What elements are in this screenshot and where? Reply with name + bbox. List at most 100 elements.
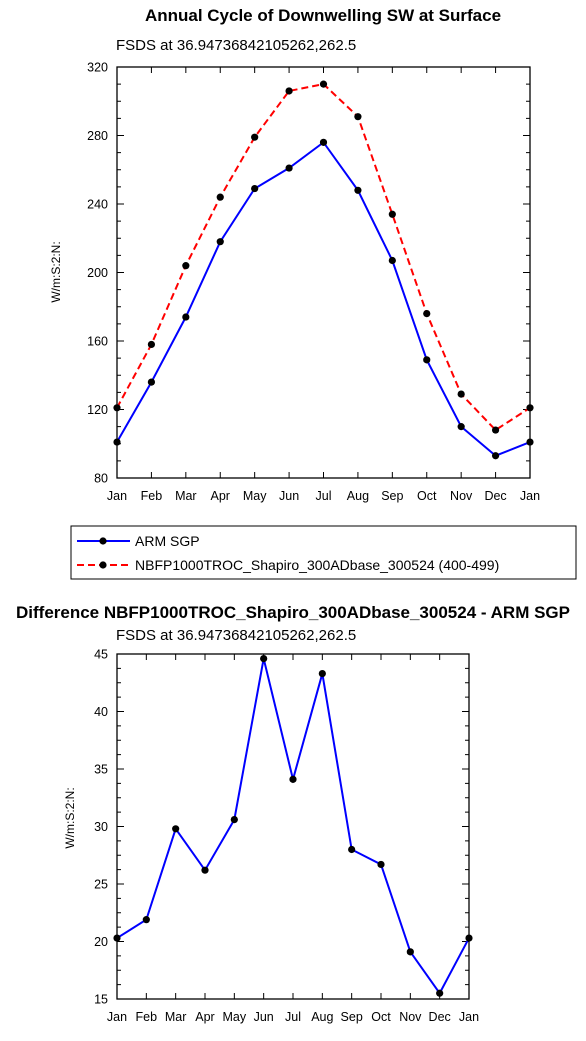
- chart-2-marks: [113, 655, 473, 997]
- chart-1-series-1-point: [182, 262, 190, 270]
- legend-label-arm-sgp: ARM SGP: [135, 533, 200, 549]
- chart-2-ytick-label: 40: [94, 705, 108, 719]
- chart-annual-cycle: Annual Cycle of Downwelling SW at Surfac…: [49, 6, 540, 503]
- chart-1-series-1-point: [113, 404, 121, 412]
- chart-2-xtick-label: Aug: [311, 1010, 333, 1024]
- chart-2-series-0-point: [289, 775, 297, 783]
- chart-2-series-0-point: [406, 948, 414, 956]
- chart-2-series-0-point: [318, 669, 326, 678]
- chart-2-series-0-point: [260, 655, 268, 663]
- chart-1-ytick-label: 200: [87, 266, 108, 280]
- chart-1-marks: [113, 80, 534, 460]
- chart-1-series-1-point: [457, 390, 465, 398]
- chart-2-series-0-point: [465, 934, 473, 942]
- chart-2-ytick-label: 30: [94, 820, 108, 834]
- chart-1-xtick-label: Mar: [175, 489, 197, 503]
- chart-1-series-0-point: [147, 378, 156, 386]
- chart-1-series-0-point: [354, 186, 362, 194]
- chart-1-series-1-point: [147, 340, 156, 349]
- chart-1-xtick-label: Jul: [316, 489, 332, 503]
- legend-box: [70, 525, 577, 580]
- chart-1-series-1-point: [216, 193, 224, 201]
- chart-1-ylabel: W/m:S:2:N:: [49, 241, 63, 302]
- legend-marker-arm-sgp: [99, 537, 107, 545]
- chart-2-ytick-label: 25: [94, 878, 108, 892]
- chart-2-ticks: Jan Feb Mar Apr May Jun Jul Aug Sep Oct Nov Dec Jan 1…: [94, 648, 479, 1025]
- chart-1-series-0-point: [457, 423, 465, 431]
- chart-1-xtick-label: Nov: [450, 489, 473, 503]
- chart-2-ylabel: W/m:S:2:N:: [63, 787, 77, 848]
- legend-marker-model: [99, 561, 107, 569]
- chart-1-series-0-point: [423, 356, 431, 364]
- chart-1-series-0-point: [526, 438, 534, 446]
- chart-1-ticks: Jan Feb Mar Apr May Jun Jul Aug Sep Oct Nov Dec Jan 8…: [87, 61, 540, 504]
- chart-1-series-0-point: [182, 313, 190, 321]
- chart-2-ytick-label: 15: [94, 993, 108, 1007]
- chart-difference: Difference NBFP1000TROC_Shapiro_300ADbas…: [16, 603, 570, 1024]
- chart-1-ytick-label: 80: [94, 472, 108, 486]
- chart-1-xtick-label: Oct: [417, 489, 437, 503]
- chart-2-xtick-label: Nov: [399, 1010, 422, 1024]
- chart-1-xtick-label: Aug: [347, 489, 369, 503]
- chart-1-series-line-0: [116, 140, 531, 457]
- chart-1-ytick-label: 120: [87, 403, 108, 417]
- chart-2-xtick-label: Mar: [165, 1010, 187, 1024]
- chart-2-series-0-point: [142, 916, 150, 924]
- chart-1-xtick-label: Apr: [211, 489, 230, 503]
- chart-1-xtick-label: May: [243, 489, 267, 503]
- chart-2-series-0-point: [348, 845, 356, 854]
- chart-2-series-0-point: [113, 934, 121, 942]
- chart-1-series-0-point: [216, 238, 224, 246]
- chart-2-xtick-label: Jan: [459, 1010, 479, 1024]
- chart-2-subtitle: FSDS at 36.94736842105262,262.5: [116, 627, 356, 644]
- chart-1-series-0-point: [319, 138, 328, 146]
- chart-1-series-0-point: [388, 256, 396, 265]
- chart-1-ytick-label: 240: [87, 198, 108, 212]
- chart-1-series-1-point: [354, 113, 362, 121]
- chart-2-xtick-label: Jun: [254, 1010, 274, 1024]
- chart-1-xtick-label: Jan: [520, 489, 540, 503]
- chart-1-subtitle: FSDS at 36.94736842105262,262.5: [116, 37, 356, 54]
- chart-1-xtick-label: Feb: [141, 489, 163, 503]
- chart-1-series-0-point: [491, 452, 500, 460]
- chart-1-series-line-1: [116, 83, 531, 432]
- chart-1-xtick-label: Jun: [279, 489, 299, 503]
- chart-2-xtick-label: Apr: [195, 1010, 214, 1024]
- chart-1-series-1-point: [251, 133, 259, 141]
- chart-1-series-1-point: [423, 310, 431, 318]
- chart-1-series-1-point: [388, 210, 396, 218]
- chart-2-xtick-label: Oct: [371, 1010, 391, 1024]
- chart-2-ytick-label: 35: [94, 763, 108, 777]
- chart-2-xtick-label: Jan: [107, 1010, 127, 1024]
- chart-2-ytick-label: 45: [94, 648, 108, 662]
- chart-1-series-0-point: [251, 184, 259, 193]
- chart-2-series-0-point: [436, 989, 444, 997]
- chart-1-ytick-label: 320: [87, 61, 108, 75]
- chart-1-xtick-label: Sep: [381, 489, 403, 503]
- chart-1-ytick-label: 160: [87, 335, 108, 349]
- chart-1-xtick-label: Jan: [107, 489, 127, 503]
- chart-2-frame: [116, 653, 470, 1000]
- chart-1-title: Annual Cycle of Downwelling SW at Surfac…: [145, 6, 501, 25]
- chart-2-series-0-point: [201, 866, 209, 874]
- legend-label-model: NBFP1000TROC_Shapiro_300ADbase_300524 (4…: [135, 557, 499, 573]
- chart-2-series-line-0: [116, 658, 470, 996]
- chart-1-series-0-point: [285, 164, 293, 172]
- chart-2-ytick-label: 20: [94, 935, 108, 949]
- chart-2-series-0-point: [377, 860, 385, 869]
- chart-2-series-0-point: [230, 816, 238, 824]
- chart-2-xtick-label: Feb: [136, 1010, 158, 1024]
- chart-1-series-1-point: [526, 404, 534, 412]
- chart-1-ytick-label: 280: [87, 129, 108, 143]
- chart-1-series-1-point: [491, 426, 500, 434]
- chart-1-series-0-point: [113, 438, 121, 446]
- chart-1-legend: ARM SGP NBFP1000TROC_Shapiro_300ADbase_3…: [70, 525, 577, 580]
- chart-2-series-0-point: [172, 825, 180, 833]
- chart-1-series-1-point: [285, 87, 293, 95]
- chart-2-xtick-label: May: [223, 1010, 247, 1024]
- chart-2-xtick-label: Dec: [429, 1010, 451, 1024]
- chart-2-xtick-label: Sep: [341, 1010, 363, 1024]
- chart-1-series-1-point: [319, 80, 328, 88]
- chart-2-xtick-label: Jul: [285, 1010, 301, 1024]
